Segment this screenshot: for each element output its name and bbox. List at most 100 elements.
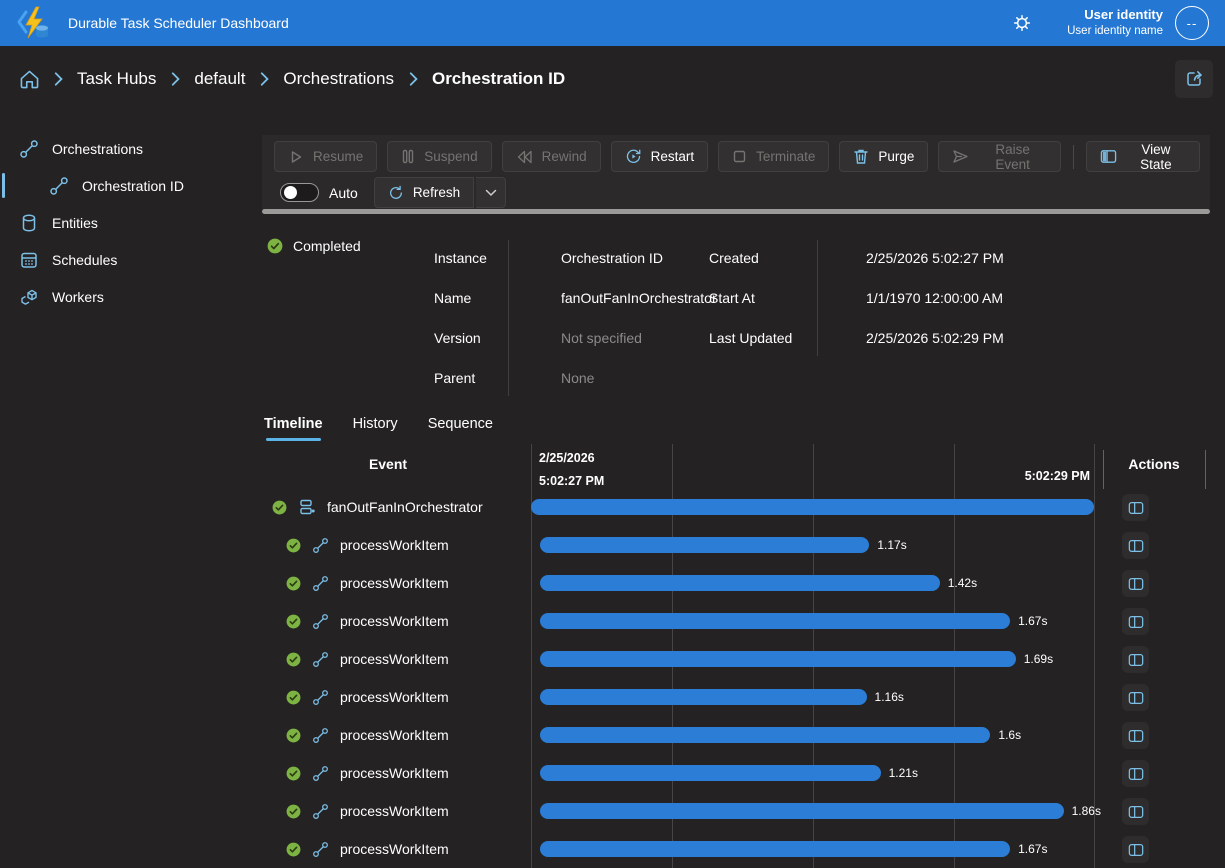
view-state-button[interactable] [1122,722,1149,749]
event-label: processWorkItem [245,564,449,602]
raise-event-button[interactable]: Raise Event [938,141,1061,172]
view-state-icon [1100,149,1117,164]
field-value: 1/1/1970 12:00:00 AM [866,290,1003,306]
timestamps-details: Created 2/25/2026 5:02:27 PM Start At 1/… [709,238,1004,358]
sidebar-item-orchestration-id[interactable]: Orchestration ID [0,167,245,204]
sidebar: Orchestrations Orchestration ID Entities [0,112,245,868]
calendar-icon [21,252,37,268]
rewind-button[interactable]: Rewind [501,141,601,172]
event-label: processWorkItem [245,716,449,754]
tab-timeline[interactable]: Timeline [262,412,325,441]
view-state-button[interactable] [1122,684,1149,711]
timeline-bar [540,841,1011,857]
view-state-button[interactable] [1122,532,1149,559]
view-state-button[interactable] [1122,646,1149,673]
field-label: Start At [709,290,755,306]
field-value: 2/25/2026 5:02:27 PM [866,250,1004,266]
field-value: Orchestration ID [561,250,663,266]
table-row: processWorkItem 1.67s [245,602,1225,640]
purge-button[interactable]: Purge [839,141,929,172]
view-state-icon [1128,805,1143,818]
play-icon [288,149,304,165]
view-state-button[interactable] [1122,570,1149,597]
refresh-options-button[interactable] [476,177,507,208]
tab-history[interactable]: History [351,412,400,441]
completed-status-icon [286,576,301,591]
event-name: processWorkItem [340,537,449,553]
table-row: processWorkItem 1.17s [245,526,1225,564]
table-row: processWorkItem 1.6s [245,716,1225,754]
event-label: processWorkItem [245,526,449,564]
view-state-button[interactable] [1122,494,1149,521]
axis-date: 2/25/2026 [539,451,595,465]
share-button[interactable] [1175,60,1213,98]
chevron-right-icon [168,71,182,87]
view-state-icon [1128,843,1143,856]
view-state-icon [1128,539,1143,552]
field-label: Instance [434,250,487,266]
user-identity: User identity User identity name [1067,6,1163,39]
table-row: processWorkItem 1.69s [245,640,1225,678]
sidebar-item-entities[interactable]: Entities [0,204,245,241]
restart-icon [625,148,642,165]
sidebar-item-schedules[interactable]: Schedules [0,241,245,278]
view-state-button[interactable] [1122,798,1149,825]
home-icon [20,70,39,88]
status-label: Completed [293,238,361,254]
event-label: processWorkItem [245,830,449,868]
settings-button[interactable] [1005,6,1039,40]
auto-refresh-toggle[interactable] [280,183,319,202]
avatar[interactable]: -- [1175,6,1209,40]
activity-icon [312,689,329,706]
activity-icon [312,651,329,668]
suspend-button[interactable]: Suspend [387,141,492,172]
timeline-bar [540,765,881,781]
chevron-down-icon [485,189,496,196]
activity-icon [312,613,329,630]
actions-column-border [1103,450,1104,489]
timeline-bar [540,651,1016,667]
resume-button[interactable]: Resume [274,141,378,172]
sidebar-item-workers[interactable]: Workers [0,278,245,315]
view-state-button[interactable]: View State [1085,141,1200,172]
view-state-button[interactable] [1122,608,1149,635]
breadcrumb-default[interactable]: default [190,69,249,89]
top-app-bar: Durable Task Scheduler Dashboard User id… [0,0,1225,46]
event-name: fanOutFanInOrchestrator [327,499,483,515]
duration-label: 1.16s [874,690,904,704]
view-state-button[interactable] [1122,836,1149,863]
activity-icon [312,537,329,554]
view-tabs: Timeline History Sequence [262,412,495,441]
home-button[interactable] [16,68,43,91]
event-name: processWorkItem [340,575,449,591]
breadcrumb-orchestration-id: Orchestration ID [431,69,566,88]
breadcrumb-orchestrations[interactable]: Orchestrations [279,69,398,89]
share-icon [1187,71,1202,86]
completed-status-icon [267,238,283,254]
event-label: processWorkItem [245,678,449,716]
restart-button[interactable]: Restart [610,141,709,172]
status-badge: Completed [267,238,361,254]
link-icon [20,139,38,158]
sidebar-item-orchestrations[interactable]: Orchestrations [0,130,245,167]
view-state-icon [1128,615,1143,628]
view-state-button[interactable] [1122,760,1149,787]
view-state-icon [1128,653,1143,666]
completed-status-icon [272,500,287,515]
field-label: Created [709,250,759,266]
timeline-table: Event 2/25/2026 5:02:27 PM 5:02:29 PM Ac… [245,440,1225,868]
grid-line [1094,444,1095,868]
tab-sequence[interactable]: Sequence [426,412,495,441]
sidebar-item-label: Schedules [52,251,118,268]
horizontal-scrollbar[interactable] [262,209,1210,214]
send-icon [952,149,969,164]
event-label: processWorkItem [245,754,449,792]
breadcrumb-task-hubs[interactable]: Task Hubs [73,69,160,89]
sidebar-item-label: Orchestrations [52,140,144,157]
timeline-bar [531,499,1094,515]
refresh-button[interactable]: Refresh [373,177,475,208]
completed-status-icon [286,766,301,781]
field-label: Version [434,330,481,346]
terminate-button[interactable]: Terminate [718,141,830,172]
duration-label: 1.21s [888,766,918,780]
